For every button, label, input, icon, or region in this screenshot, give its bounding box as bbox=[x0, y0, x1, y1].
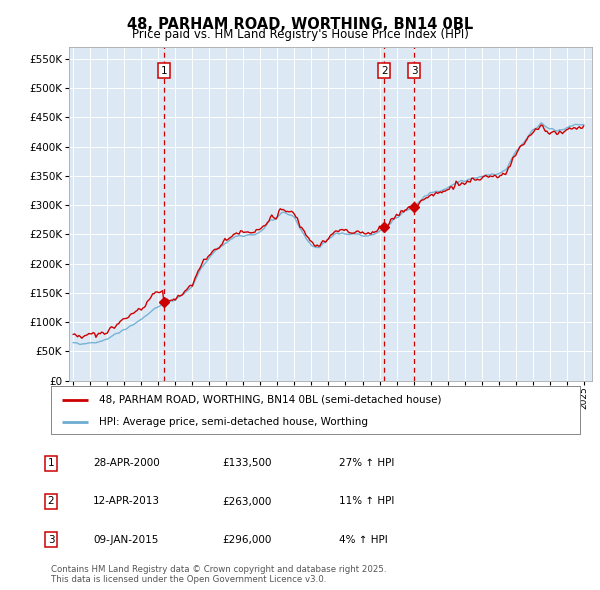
Text: £133,500: £133,500 bbox=[222, 458, 271, 468]
Text: 48, PARHAM ROAD, WORTHING, BN14 0BL: 48, PARHAM ROAD, WORTHING, BN14 0BL bbox=[127, 17, 473, 31]
Text: Price paid vs. HM Land Registry's House Price Index (HPI): Price paid vs. HM Land Registry's House … bbox=[131, 28, 469, 41]
Text: 1: 1 bbox=[160, 65, 167, 76]
Text: 27% ↑ HPI: 27% ↑ HPI bbox=[339, 458, 394, 468]
Text: HPI: Average price, semi-detached house, Worthing: HPI: Average price, semi-detached house,… bbox=[98, 417, 368, 427]
Text: £296,000: £296,000 bbox=[222, 535, 271, 545]
Text: 1: 1 bbox=[47, 458, 55, 468]
Text: £263,000: £263,000 bbox=[222, 497, 271, 506]
Text: 12-APR-2013: 12-APR-2013 bbox=[93, 497, 160, 506]
Text: 09-JAN-2015: 09-JAN-2015 bbox=[93, 535, 158, 545]
Text: Contains HM Land Registry data © Crown copyright and database right 2025.
This d: Contains HM Land Registry data © Crown c… bbox=[51, 565, 386, 584]
Text: 28-APR-2000: 28-APR-2000 bbox=[93, 458, 160, 468]
Text: 4% ↑ HPI: 4% ↑ HPI bbox=[339, 535, 388, 545]
Text: 48, PARHAM ROAD, WORTHING, BN14 0BL (semi-detached house): 48, PARHAM ROAD, WORTHING, BN14 0BL (sem… bbox=[98, 395, 441, 405]
Text: 11% ↑ HPI: 11% ↑ HPI bbox=[339, 497, 394, 506]
Text: 3: 3 bbox=[411, 65, 418, 76]
Text: 3: 3 bbox=[47, 535, 55, 545]
Text: 2: 2 bbox=[381, 65, 388, 76]
Text: 2: 2 bbox=[47, 497, 55, 506]
